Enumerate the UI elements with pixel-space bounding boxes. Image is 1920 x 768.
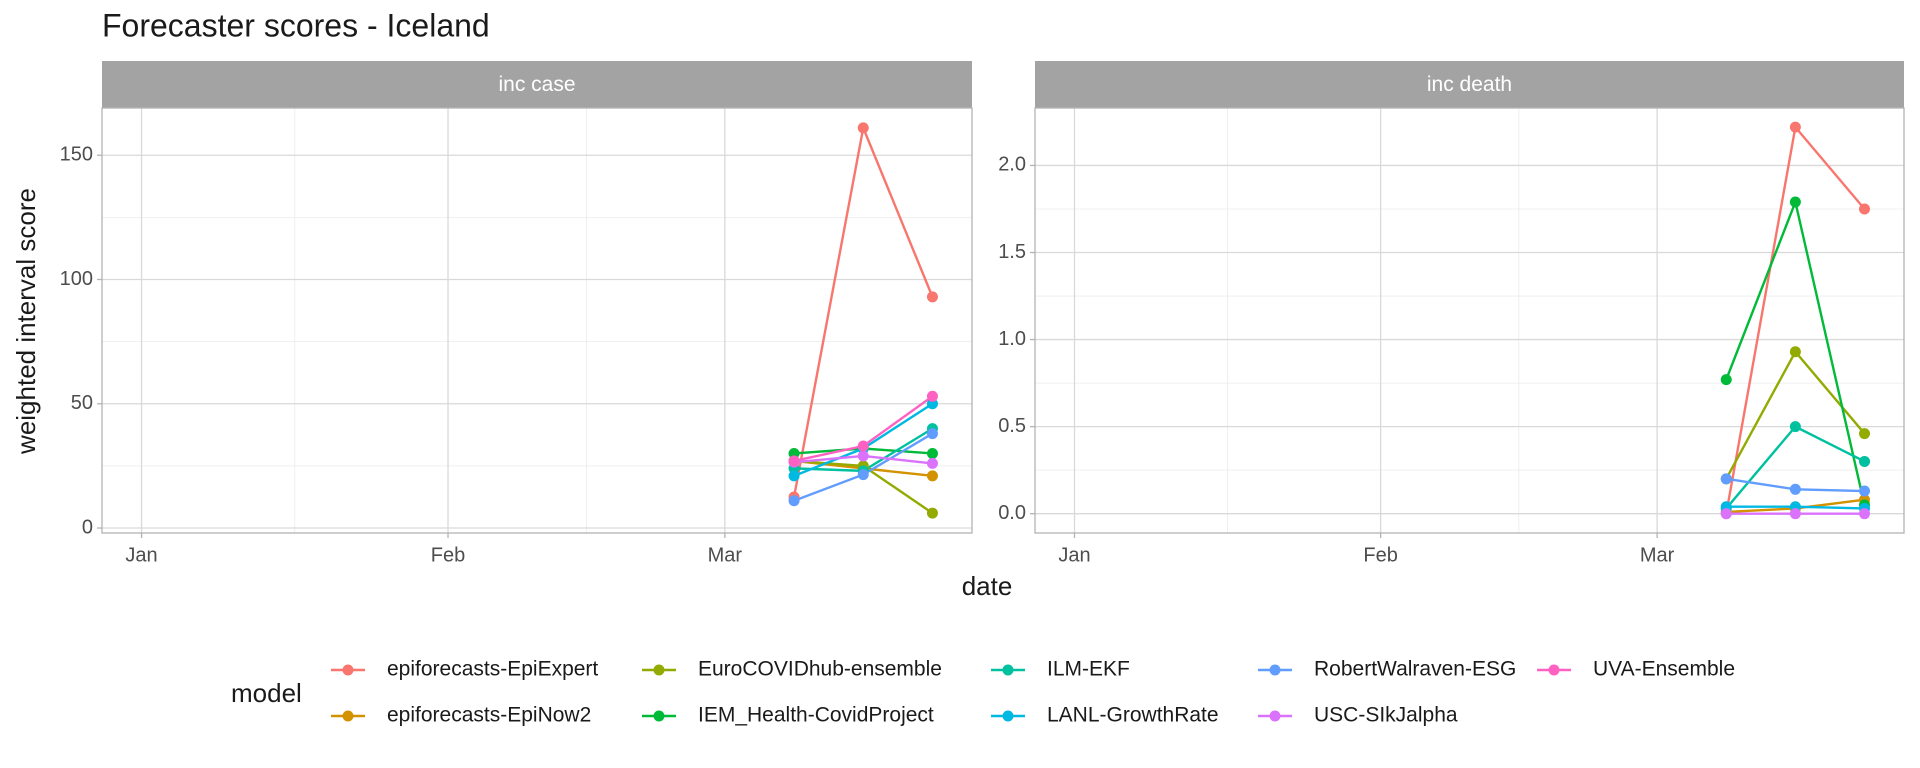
legend-title: model bbox=[231, 678, 302, 708]
data-point bbox=[926, 507, 938, 519]
legend-label: ILM-EKF bbox=[1047, 658, 1130, 681]
legend-label: UVA-Ensemble bbox=[1593, 658, 1735, 681]
x-tick-label: Mar bbox=[1640, 544, 1675, 566]
legend-label: LANL-GrowthRate bbox=[1047, 704, 1219, 727]
data-point bbox=[926, 291, 938, 303]
y-tick-label: 2.0 bbox=[998, 154, 1026, 176]
data-point bbox=[926, 428, 938, 440]
data-point bbox=[926, 390, 938, 402]
data-point bbox=[926, 470, 938, 482]
series-line bbox=[1725, 124, 1866, 514]
data-point bbox=[1859, 428, 1870, 440]
data-point bbox=[1789, 483, 1801, 495]
y-tick-label: 1.5 bbox=[998, 241, 1026, 263]
data-point bbox=[1789, 346, 1801, 358]
legend-label: IEM_Health-CovidProject bbox=[698, 704, 934, 727]
data-point bbox=[1859, 508, 1870, 520]
data-point bbox=[857, 122, 869, 134]
x-tick-label: Mar bbox=[708, 544, 743, 566]
data-point bbox=[1789, 421, 1801, 433]
x-tick-label: Feb bbox=[431, 544, 465, 566]
facet-title: inc case bbox=[498, 73, 575, 96]
legend-key-point bbox=[1269, 664, 1281, 676]
data-point bbox=[788, 495, 800, 507]
x-tick-label: Jan bbox=[1058, 544, 1090, 566]
panel-border bbox=[101, 107, 973, 534]
legend-key-point bbox=[1002, 664, 1014, 676]
data-point bbox=[1720, 508, 1732, 520]
data-point bbox=[1720, 374, 1732, 386]
y-tick-label: 0.5 bbox=[998, 415, 1026, 437]
data-point bbox=[1789, 196, 1801, 208]
y-axis-label: weighted interval score bbox=[11, 188, 41, 455]
legend-key-point bbox=[1269, 710, 1281, 722]
legend-label: epiforecasts-EpiExpert bbox=[387, 658, 598, 681]
y-tick-label: 0 bbox=[82, 516, 93, 538]
y-tick-label: 150 bbox=[60, 144, 93, 166]
data-point bbox=[1859, 455, 1870, 467]
data-point bbox=[788, 470, 800, 482]
chart-title: Forecaster scores - Iceland bbox=[102, 7, 490, 43]
data-point bbox=[1789, 121, 1801, 133]
x-tick-label: Feb bbox=[1363, 544, 1397, 566]
data-point bbox=[926, 457, 938, 469]
legend-key-point bbox=[653, 664, 665, 676]
legend-label: epiforecasts-EpiNow2 bbox=[387, 704, 591, 727]
data-point bbox=[1789, 508, 1801, 520]
y-tick-label: 50 bbox=[71, 392, 93, 414]
data-point bbox=[857, 440, 869, 452]
y-tick-label: 0.0 bbox=[998, 502, 1026, 524]
data-point bbox=[788, 455, 800, 467]
x-tick-label: Jan bbox=[125, 544, 157, 566]
x-axis-label: date bbox=[962, 571, 1013, 601]
legend-key-point bbox=[1002, 710, 1014, 722]
legend-key-point bbox=[342, 664, 354, 676]
data-point bbox=[1859, 485, 1870, 497]
legend-key-point bbox=[1548, 664, 1560, 676]
legend-key-point bbox=[342, 710, 354, 722]
legend-label: RobertWalraven-ESG bbox=[1314, 658, 1516, 681]
data-point bbox=[1859, 203, 1870, 215]
data-point bbox=[926, 447, 938, 459]
panel-border bbox=[1034, 107, 1905, 534]
legend-key-point bbox=[653, 710, 665, 722]
facet-strip bbox=[102, 61, 972, 108]
legend-label: EuroCOVIDhub-ensemble bbox=[698, 658, 942, 681]
data-point bbox=[857, 450, 869, 462]
y-tick-label: 1.0 bbox=[998, 328, 1026, 350]
y-tick-label: 100 bbox=[60, 268, 93, 290]
data-point bbox=[1720, 473, 1732, 485]
facet-strip bbox=[1035, 61, 1904, 108]
data-point bbox=[857, 469, 869, 481]
legend-label: USC-SIkJalpha bbox=[1314, 704, 1458, 727]
facet-title: inc death bbox=[1427, 73, 1512, 96]
